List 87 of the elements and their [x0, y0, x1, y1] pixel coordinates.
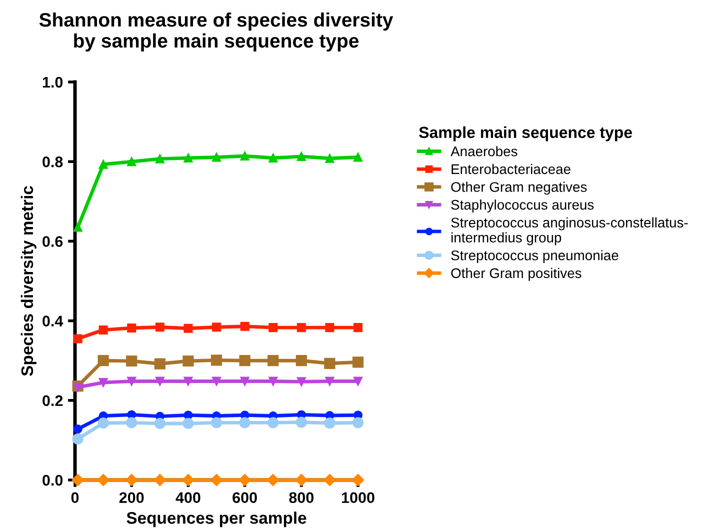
- point: [210, 417, 222, 428]
- point: [182, 355, 194, 367]
- point: [296, 377, 306, 386]
- point: [73, 334, 82, 344]
- point: [154, 358, 166, 370]
- point: [295, 474, 308, 486]
- point: [212, 322, 222, 332]
- point: [98, 418, 109, 429]
- point: [325, 323, 334, 332]
- point: [296, 355, 307, 366]
- point: [267, 474, 280, 486]
- point: [182, 474, 194, 486]
- point: [212, 376, 222, 386]
- point: [296, 152, 306, 161]
- point: [238, 474, 251, 486]
- y-tick-label: 0.4: [42, 316, 64, 326]
- point: [324, 474, 336, 486]
- point: [324, 358, 336, 369]
- point: [154, 418, 166, 430]
- point: [98, 378, 108, 388]
- point: [240, 322, 250, 331]
- point: [98, 355, 109, 366]
- legend-label: Staphylococcus aureus: [451, 200, 594, 212]
- point: [126, 417, 138, 428]
- point: [155, 154, 164, 164]
- x-tick-label: 0: [71, 492, 79, 504]
- y-tick-label: 0.6: [42, 236, 63, 247]
- point: [296, 323, 306, 332]
- point: [268, 323, 278, 332]
- point: [268, 154, 278, 163]
- legend-label: Other Gram negatives: [451, 182, 587, 195]
- point: [353, 376, 363, 386]
- point: [239, 417, 250, 428]
- y-tick-label: 0.8: [42, 156, 63, 168]
- y-axis-title: Species diversity metric: [20, 186, 36, 376]
- x-tick-label: 200: [119, 492, 144, 504]
- point: [126, 355, 138, 367]
- point: [352, 356, 364, 368]
- point: [127, 157, 136, 166]
- point: [184, 376, 193, 386]
- point: [212, 152, 222, 162]
- x-tick-label: 1000: [342, 492, 374, 504]
- point: [98, 160, 108, 169]
- point: [154, 474, 166, 486]
- legend-label: Other Gram positives: [451, 268, 582, 281]
- point: [97, 474, 110, 486]
- y-tick-label: 1.0: [42, 76, 63, 88]
- point: [239, 355, 250, 366]
- point: [268, 355, 279, 366]
- point: [182, 418, 194, 430]
- point: [324, 418, 336, 429]
- point: [268, 417, 279, 428]
- legend-label: Enterobacteriaceae: [452, 164, 570, 174]
- point: [325, 376, 334, 386]
- point: [184, 324, 193, 333]
- point: [210, 474, 223, 486]
- legend-label: Streptococcus pneumoniae: [451, 250, 618, 264]
- x-tick-label: 600: [232, 492, 257, 504]
- point: [353, 323, 363, 332]
- point: [126, 474, 138, 486]
- point: [240, 376, 250, 386]
- point: [210, 354, 222, 366]
- point: [353, 152, 363, 162]
- x-axis-title: Sequences per sample: [126, 512, 306, 528]
- point: [155, 322, 164, 332]
- x-tick-label: 800: [289, 492, 314, 504]
- point: [127, 376, 136, 386]
- point: [73, 222, 82, 232]
- x-tick-label: 400: [176, 492, 200, 504]
- legend-label: Streptococcus anginosus-constellatus-intermedius group: [451, 217, 688, 246]
- point: [325, 154, 334, 163]
- chart-title: Shannon measure of species diversity by sample main sequence type: [39, 12, 394, 52]
- legend-title: Sample main sequence type: [419, 126, 632, 142]
- point: [184, 154, 193, 163]
- point: [352, 417, 364, 428]
- point: [98, 325, 108, 334]
- legend-label: Anaerobes: [450, 146, 518, 156]
- point: [73, 424, 82, 434]
- point: [184, 410, 193, 420]
- point: [268, 376, 278, 386]
- point: [155, 376, 164, 386]
- point: [127, 323, 136, 332]
- point: [240, 152, 250, 161]
- y-tick-label: 0.0: [42, 474, 63, 486]
- point: [296, 416, 307, 428]
- point: [72, 433, 84, 445]
- y-tick-label: 0.2: [42, 395, 63, 406]
